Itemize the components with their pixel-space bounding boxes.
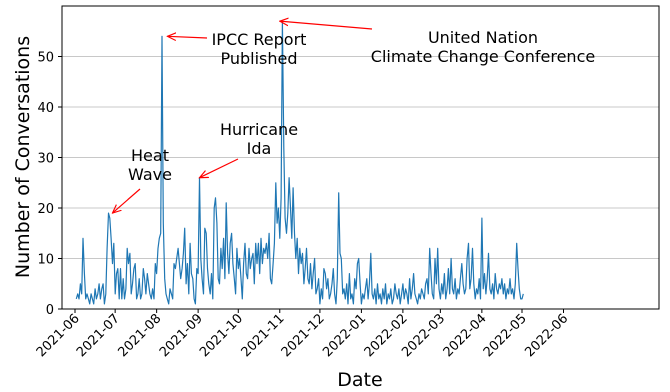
x-tick-label: 2021-06: [34, 311, 83, 360]
annotation-text: IPCC Report: [212, 30, 307, 49]
x-tick-label: 2022-01: [320, 311, 369, 360]
y-axis-label: Number of Conversations: [12, 36, 34, 278]
annotation-text: Hurricane: [220, 120, 298, 139]
x-tick-label: 2022-04: [441, 311, 490, 360]
x-tick-label: 2021-09: [157, 311, 206, 360]
y-axis: 0 10 20 30 40 50: [37, 51, 62, 318]
annotation-text: Climate Change Conference: [371, 47, 595, 66]
series-line: [75, 20, 524, 305]
x-tick-label: 2021-11: [239, 311, 288, 360]
y-tick-label: 0: [46, 303, 54, 318]
x-tick-label: 2021-12: [279, 311, 328, 360]
x-tick-label: 2021-07: [74, 311, 123, 360]
x-tick-label: 2021-08: [115, 311, 164, 360]
x-tick-label: 2022-05: [481, 311, 530, 360]
annotation-arrow: [280, 21, 373, 30]
annotation-text: Ida: [247, 139, 272, 158]
annotation-text: Published: [220, 49, 297, 68]
annotation-arrow: [112, 188, 141, 213]
annotation-text: Wave: [128, 165, 172, 184]
x-tick-label: 2021-10: [197, 311, 246, 360]
y-tick-label: 10: [37, 253, 54, 268]
x-tick-label: 2022-06: [522, 311, 571, 360]
y-tick-label: 30: [37, 152, 54, 167]
annotation-text: United Nation: [428, 28, 538, 47]
y-tick-label: 20: [37, 202, 54, 217]
y-tick-label: 40: [37, 101, 54, 116]
annotation-arrow: [167, 36, 208, 38]
y-tick-label: 50: [37, 51, 54, 66]
annotation-arrow: [199, 158, 239, 178]
annotation-text: Heat: [131, 146, 169, 165]
x-axis: 2021-062021-072021-082021-092021-102021-…: [34, 309, 571, 360]
x-axis-label: Date: [337, 369, 382, 391]
